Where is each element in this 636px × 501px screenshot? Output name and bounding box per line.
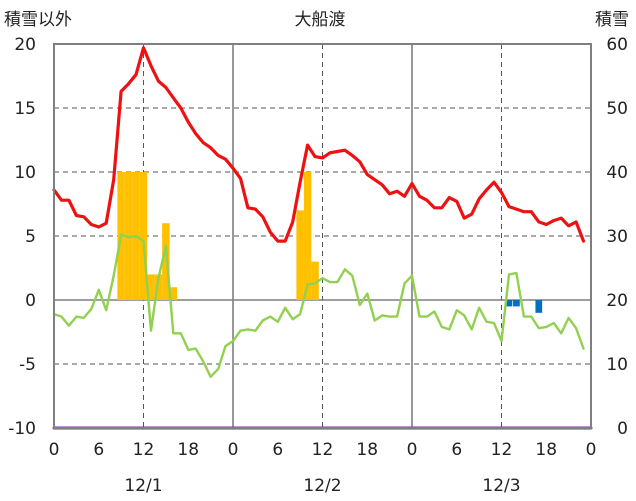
right-tick-label: 10 xyxy=(606,355,628,375)
left-tick-label: 15 xyxy=(14,99,36,119)
red-series-line xyxy=(52,46,586,243)
x-tick-label: 0 xyxy=(49,440,60,460)
left-tick-label: -5 xyxy=(19,355,36,375)
right-tick-label: 20 xyxy=(606,291,628,311)
right-tick-label: 30 xyxy=(606,227,628,247)
x-tick-label: 6 xyxy=(272,440,283,460)
x-tick-label: 12 xyxy=(133,440,155,460)
chart-title: 大船渡 xyxy=(295,10,346,30)
x-tick-label: 0 xyxy=(586,440,597,460)
x-tick-label: 6 xyxy=(451,440,462,460)
plot-frame xyxy=(53,43,592,429)
right-tick-label: 50 xyxy=(606,99,628,119)
orange-bar xyxy=(296,210,304,300)
blue-bar xyxy=(513,300,520,307)
x-tick-label: 12 xyxy=(491,440,513,460)
orange-bar xyxy=(154,274,163,300)
left-tick-label: 10 xyxy=(14,163,36,183)
blue-bar xyxy=(535,300,543,313)
right-tick-label: 60 xyxy=(606,35,628,55)
orange-bar xyxy=(124,172,133,300)
x-tick-label: 18 xyxy=(356,440,378,460)
left-axis-title: 積雪以外 xyxy=(4,10,72,30)
right-tick-label: 0 xyxy=(617,419,628,439)
orange-bar xyxy=(303,172,312,300)
plot-border xyxy=(53,43,592,429)
x-tick-label: 12 xyxy=(312,440,334,460)
right-tick-label: 40 xyxy=(606,163,628,183)
day-label: 12/1 xyxy=(124,476,162,496)
orange-bar xyxy=(162,223,170,300)
left-tick-label: -10 xyxy=(8,419,36,439)
x-tick-label: 6 xyxy=(93,440,104,460)
orange-bar xyxy=(311,261,319,300)
left-tick-label: 20 xyxy=(14,35,36,55)
day-label: 12/2 xyxy=(303,476,341,496)
orange-bar xyxy=(147,274,155,300)
x-tick-label: 0 xyxy=(407,440,418,460)
x-tick-label: 18 xyxy=(177,440,199,460)
left-tick-label: 5 xyxy=(25,227,36,247)
x-tick-label: 0 xyxy=(228,440,239,460)
day-label: 12/3 xyxy=(482,476,520,496)
left-tick-label: 0 xyxy=(25,291,36,311)
x-tick-label: 18 xyxy=(535,440,557,460)
green-series-line xyxy=(52,233,585,378)
right-axis-title: 積雪 xyxy=(595,10,629,30)
orange-bar xyxy=(139,172,148,300)
blue-bar xyxy=(505,300,513,307)
orange-bar xyxy=(169,287,178,300)
